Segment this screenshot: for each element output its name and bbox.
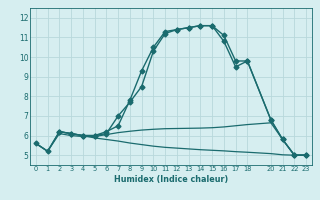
X-axis label: Humidex (Indice chaleur): Humidex (Indice chaleur) (114, 175, 228, 184)
